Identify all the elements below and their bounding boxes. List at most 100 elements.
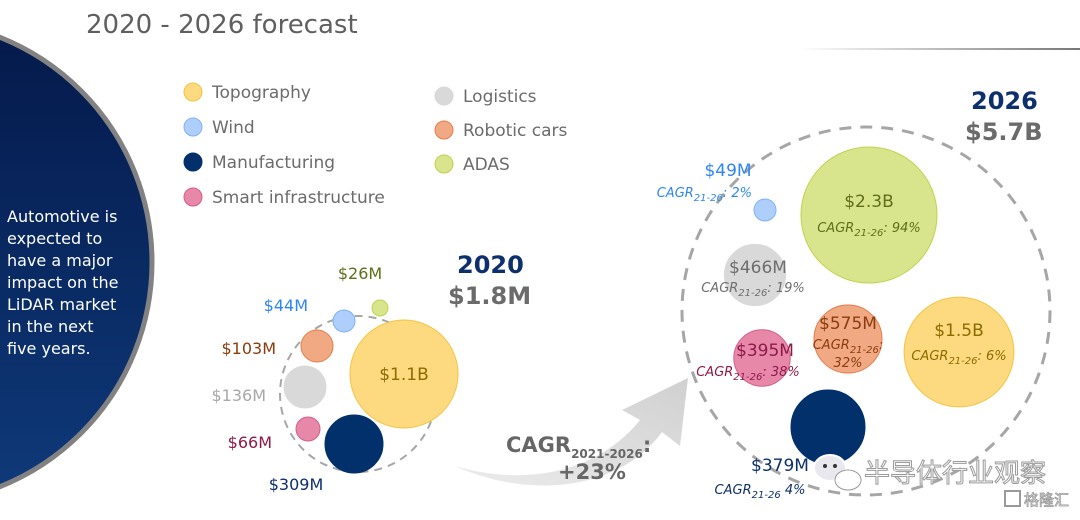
- year-label-2020: 2020: [457, 251, 524, 279]
- cagr-period: 21-26: [850, 345, 879, 356]
- legend-label: Wind: [212, 118, 255, 138]
- cagr-period: 21-26: [733, 372, 762, 383]
- cagr-word: CAGR: [715, 483, 752, 498]
- wechat-icon: [813, 454, 862, 491]
- side-note-text: Automotive is expected to have a major i…: [7, 207, 124, 358]
- cagr-period: 21-26: [854, 228, 883, 239]
- bubble-0-wind: [332, 309, 356, 333]
- legend-label: Topography: [211, 83, 311, 103]
- bubble-value-label: $136M: [211, 386, 266, 405]
- legend-item-logistics: Logistics: [434, 86, 537, 107]
- total-label-2026: $5.7B: [965, 118, 1043, 146]
- side-note-line: five years.: [7, 339, 91, 358]
- bubble-cagr-label: CAGR21-26: 32%: [813, 338, 884, 371]
- bubble-value-label: $49M: [704, 161, 751, 181]
- legend-item-manufacturing: Manufacturing: [183, 152, 335, 173]
- arrow-cagr-label: CAGR2021-2026:: [506, 433, 651, 461]
- cagr-value: 4%: [781, 483, 806, 498]
- bubble-cagr-label: CAGR21-26: 19%: [701, 281, 805, 299]
- side-note-line: in the next: [7, 317, 93, 336]
- bubble-cagr-label: CAGR21-26: 2%: [657, 186, 752, 204]
- legend-swatch: [183, 152, 203, 172]
- legend-item-wind: Wind: [183, 117, 255, 138]
- arrow-cagr-period: 2021-2026: [571, 447, 643, 461]
- side-note-circle: [0, 34, 155, 490]
- bubble-cagr-label: CAGR21-26 4%: [715, 483, 806, 501]
- title-divider: [800, 48, 1080, 50]
- arrow-cagr-word: CAGR: [506, 433, 571, 457]
- legend-label: Smart infrastructure: [212, 188, 385, 208]
- bubble-value-label: $66M: [228, 433, 272, 452]
- bubble-value-label: $2.3B: [844, 192, 894, 212]
- legend-swatch: [434, 154, 454, 174]
- cagr-colon: :: [879, 338, 883, 353]
- bubble-value-label: $466M: [729, 258, 787, 278]
- side-note-line: impact on the: [7, 273, 118, 292]
- bubble-1-smart-infrastructure: [733, 329, 791, 387]
- watermark: 半导体行业观察 格隆汇: [813, 454, 1069, 509]
- bubble-0-smart-infrastructure: [295, 416, 321, 442]
- watermark-logo: 格隆汇: [1024, 491, 1069, 509]
- bubble-value-label: $44M: [264, 296, 308, 315]
- legend-swatch: [434, 86, 454, 106]
- cagr-word: CAGR: [696, 365, 733, 380]
- legend-swatch: [183, 117, 203, 137]
- bubble-1-logistics: [723, 243, 787, 307]
- legend-item-smart-infrastructure: Smart infrastructure: [183, 187, 385, 208]
- group-boundary-2026: [680, 125, 1052, 497]
- bubble-value-label: $1.1B: [379, 365, 429, 385]
- bubble-value-label: $309M: [269, 475, 324, 494]
- watermark-text: 半导体行业观察: [864, 459, 1046, 489]
- bubble-1-wind: [753, 198, 777, 222]
- cagr-word: CAGR: [911, 349, 948, 364]
- bubble-1-adas: [800, 146, 938, 284]
- arrow-cagr-value: +23%: [558, 460, 626, 484]
- bubble-0-topography: [349, 319, 459, 429]
- side-note-line: have a major: [7, 251, 113, 270]
- cagr-value: : 6%: [978, 349, 1007, 364]
- bubble-1-topography: [903, 296, 1015, 408]
- bubble-cagr-label: CAGR21-26: 38%: [696, 365, 800, 383]
- cagr-period: 21-26: [948, 356, 977, 367]
- cagr-word: CAGR: [701, 281, 738, 296]
- bubble-1-robotic-cars: [813, 304, 883, 374]
- year-label-2026: 2026: [971, 87, 1038, 115]
- legend-swatch: [183, 82, 203, 102]
- page-title: 2020 - 2026 forecast: [86, 10, 358, 40]
- bubble-value-label: $379M: [751, 456, 809, 476]
- bubble-0-logistics: [283, 365, 327, 409]
- cagr-value: : 2%: [723, 186, 752, 201]
- side-note-line: LiDAR market: [7, 295, 116, 314]
- bubble-value-label: $26M: [338, 264, 382, 283]
- side-note: Automotive is expected to have a major i…: [0, 34, 155, 490]
- bubble-0-robotic-cars: [300, 329, 334, 363]
- cagr-period: 21-26: [694, 193, 723, 204]
- cagr-period: 21-26: [752, 490, 781, 501]
- bubble-1-manufacturing: [790, 389, 866, 465]
- growth-arrow: CAGR2021-2026: +23%: [455, 378, 688, 486]
- bubble-value-label: $103M: [221, 339, 276, 358]
- cagr-word: CAGR: [813, 338, 850, 353]
- legend-label: ADAS: [463, 155, 510, 175]
- cagr-word: CAGR: [657, 186, 694, 201]
- legend-swatch: [434, 120, 454, 140]
- bubble-cagr-label: CAGR21-26: 94%: [817, 221, 921, 239]
- legend-label: Robotic cars: [463, 121, 568, 141]
- bubble-value-label: $575M: [819, 314, 877, 334]
- bubble-group-2020: 2020 $1.8M $1.1B $309M $136M $103M $66M $44M $…: [211, 251, 531, 494]
- legend-label: Logistics: [463, 87, 537, 107]
- cagr-value: : 19%: [767, 281, 804, 296]
- arrow-cagr-colon: :: [643, 433, 651, 457]
- legend-item-robotic-cars: Robotic cars: [434, 120, 568, 141]
- bubble-cagr-label: CAGR21-26: 6%: [911, 349, 1006, 367]
- bubble-value-label: $395M: [736, 341, 794, 361]
- total-label-2020: $1.8M: [448, 282, 531, 310]
- bubble-0-adas: [371, 299, 389, 317]
- cagr-value: : 94%: [883, 221, 920, 236]
- bubble-0-manufacturing: [324, 414, 384, 474]
- cagr-word: CAGR: [817, 221, 854, 236]
- legend-item-topography: Topography: [183, 82, 311, 103]
- cagr-period: 21-26: [738, 288, 767, 299]
